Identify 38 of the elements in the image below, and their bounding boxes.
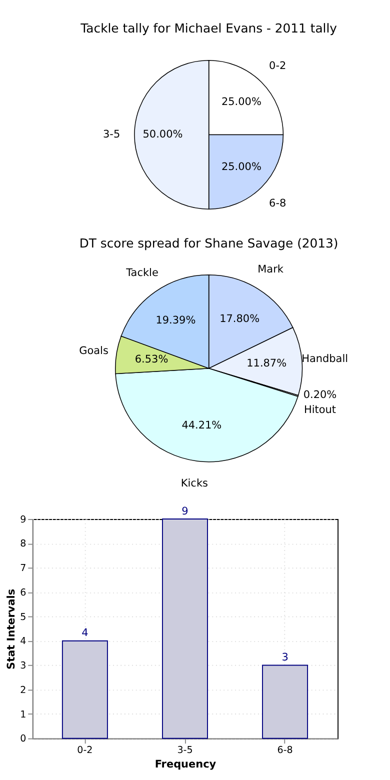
data-label: 11.87%: [246, 358, 287, 370]
y-tick-label: 1: [20, 709, 26, 720]
data-label: 3: [282, 651, 288, 664]
y-tick-label: 3: [20, 660, 26, 672]
slice-label: Handball: [302, 352, 348, 365]
x-tick-label: 0-2: [77, 745, 93, 756]
data-label: 9: [182, 505, 188, 518]
x-tick-label: 3-5: [177, 745, 193, 756]
slice-label: 0-2: [269, 60, 286, 72]
y-tick-label: 4: [20, 636, 26, 648]
slice-label: Tackle: [125, 266, 158, 279]
y-tick-label: 0: [20, 734, 26, 745]
data-label: 25.00%: [221, 96, 262, 108]
slice-label: 6-8: [269, 197, 286, 210]
x-tick-label: 6-8: [277, 745, 293, 756]
data-label: 44.21%: [182, 420, 222, 432]
x-axis-title: Frequency: [154, 758, 216, 770]
y-tick-label: 6: [20, 587, 26, 598]
y-tick-label: 7: [20, 563, 26, 574]
y-tick-label: 2: [20, 684, 26, 696]
chart-title: DT score spread for Shane Savage (2013): [79, 235, 338, 250]
chart-title: Tackle tally for Michael Evans - 2011 tally: [80, 20, 337, 36]
slice-label: Mark: [258, 264, 284, 276]
data-label: 25.00%: [221, 161, 262, 174]
y-tick-label: 5: [20, 612, 26, 623]
slice-label: Kicks: [180, 478, 208, 490]
data-label: 4: [82, 627, 89, 640]
data-label: 19.39%: [156, 314, 196, 327]
data-label: 0.20%: [303, 388, 337, 401]
y-axis-title: Stat Intervals: [5, 588, 18, 670]
data-label: 17.80%: [220, 313, 260, 326]
slice-label: Goals: [79, 345, 108, 358]
y-tick-label: 8: [20, 538, 26, 550]
slice-label: 3-5: [103, 128, 120, 141]
slice-label: Hitout: [304, 404, 336, 416]
data-label: 50.00%: [142, 128, 183, 141]
data-label: 6.53%: [134, 354, 168, 366]
y-tick-label: 9: [20, 514, 26, 526]
